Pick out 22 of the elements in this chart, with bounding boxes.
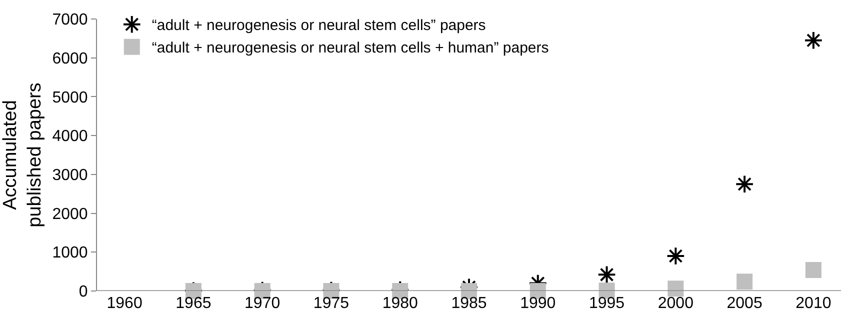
x-tick-label: 1980 — [382, 295, 418, 312]
y-tick-label: 7000 — [52, 12, 88, 29]
x-tick-label: 1965 — [176, 295, 212, 312]
x-tick-label: 1970 — [244, 295, 280, 312]
y-tick-label: 5000 — [52, 89, 88, 106]
y-tick-label: 6000 — [52, 50, 88, 68]
y-tick-label: 3000 — [52, 167, 88, 184]
x-tick-label: 1995 — [588, 295, 625, 312]
x-tick-label: 1990 — [520, 295, 556, 312]
y-tick-label: 4000 — [52, 128, 88, 146]
legend-label: “adult + neurogenesis or neural stem cells” papers — [152, 17, 486, 34]
y-tick-label: 2000 — [52, 206, 88, 223]
x-tick-label: 1975 — [313, 295, 350, 312]
x-tick-label: 1985 — [451, 295, 487, 312]
y-tick-label: 0 — [78, 284, 88, 301]
x-tick-label: 1960 — [106, 295, 142, 312]
legend-label: “adult + neurogenesis or neural stem cells + human” papers — [152, 40, 549, 57]
x-tick-label: 2005 — [726, 295, 762, 312]
y-axis-title: Accumulated published papers — [0, 82, 46, 228]
x-tick-label: 2010 — [796, 295, 832, 312]
y-tick-label: 1000 — [52, 244, 88, 262]
x-tick-label: 2000 — [658, 295, 694, 312]
